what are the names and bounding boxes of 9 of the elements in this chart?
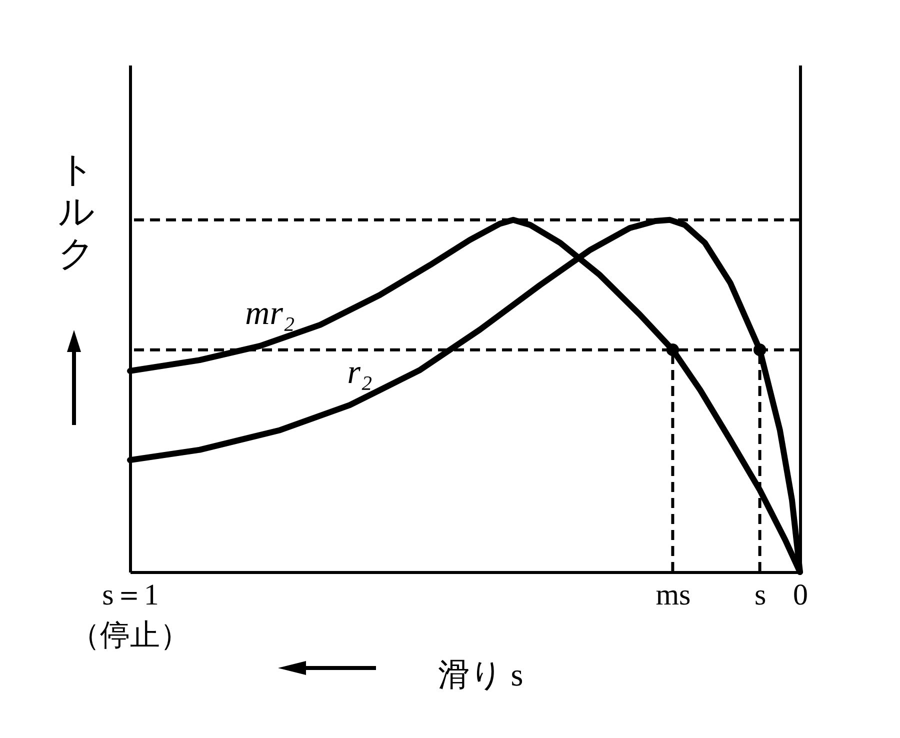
series-label: r₂ bbox=[347, 354, 372, 392]
x-tick-label: s bbox=[754, 578, 766, 612]
series-label: mr₂ bbox=[245, 294, 295, 332]
text: （停止） bbox=[70, 619, 190, 652]
y-axis-title: トルク bbox=[58, 150, 95, 274]
x-tick-label: 0 bbox=[793, 578, 808, 612]
x-tick-label: ms bbox=[656, 578, 691, 612]
x-tick-label: s＝1 bbox=[102, 578, 159, 612]
x-axis-title: 滑り s bbox=[438, 656, 524, 692]
